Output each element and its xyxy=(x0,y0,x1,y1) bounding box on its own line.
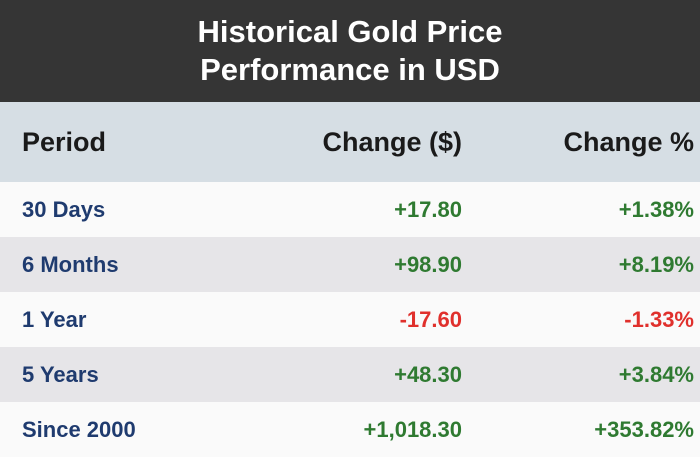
table-row: 30 Days +17.80 +1.38% xyxy=(0,182,700,237)
change-amount-cell: +48.30 xyxy=(394,361,462,387)
table-row: 6 Months +98.90 +8.19% xyxy=(0,237,700,292)
period-cell: 30 Days xyxy=(22,196,106,222)
change-percent-cell: +1.38% xyxy=(618,196,694,222)
change-amount-cell: +98.90 xyxy=(394,251,462,277)
table-row: 5 Years +48.30 +3.84% xyxy=(0,347,700,402)
change-amount-cell: -17.60 xyxy=(399,306,462,332)
change-percent-cell: +353.82% xyxy=(594,416,694,442)
table-row: 1 Year -17.60 -1.33% xyxy=(0,292,700,347)
table-title: Historical Gold Price Performance in USD xyxy=(0,0,700,102)
table-row: Since 2000 +1,018.30 +353.82% xyxy=(0,402,700,457)
change-amount-cell: +1,018.30 xyxy=(363,416,462,442)
period-cell: 6 Months xyxy=(22,251,119,277)
period-cell: 5 Years xyxy=(22,361,99,387)
change-percent-cell: +3.84% xyxy=(618,361,694,387)
column-header: Change ($) xyxy=(322,126,462,157)
period-cell: 1 Year xyxy=(22,306,87,332)
column-header: Period xyxy=(22,126,107,157)
change-percent-cell: +8.19% xyxy=(618,251,694,277)
change-percent-cell: -1.33% xyxy=(624,306,694,332)
table-body: 30 Days +17.80 +1.38% 6 Months +98.90 +8.19% 1… xyxy=(0,182,700,457)
header-row: Period Change ($) Change % xyxy=(0,102,700,182)
period-cell: Since 2000 xyxy=(22,416,136,442)
change-amount-cell: +17.80 xyxy=(394,196,462,222)
column-header: Change % xyxy=(563,126,694,157)
